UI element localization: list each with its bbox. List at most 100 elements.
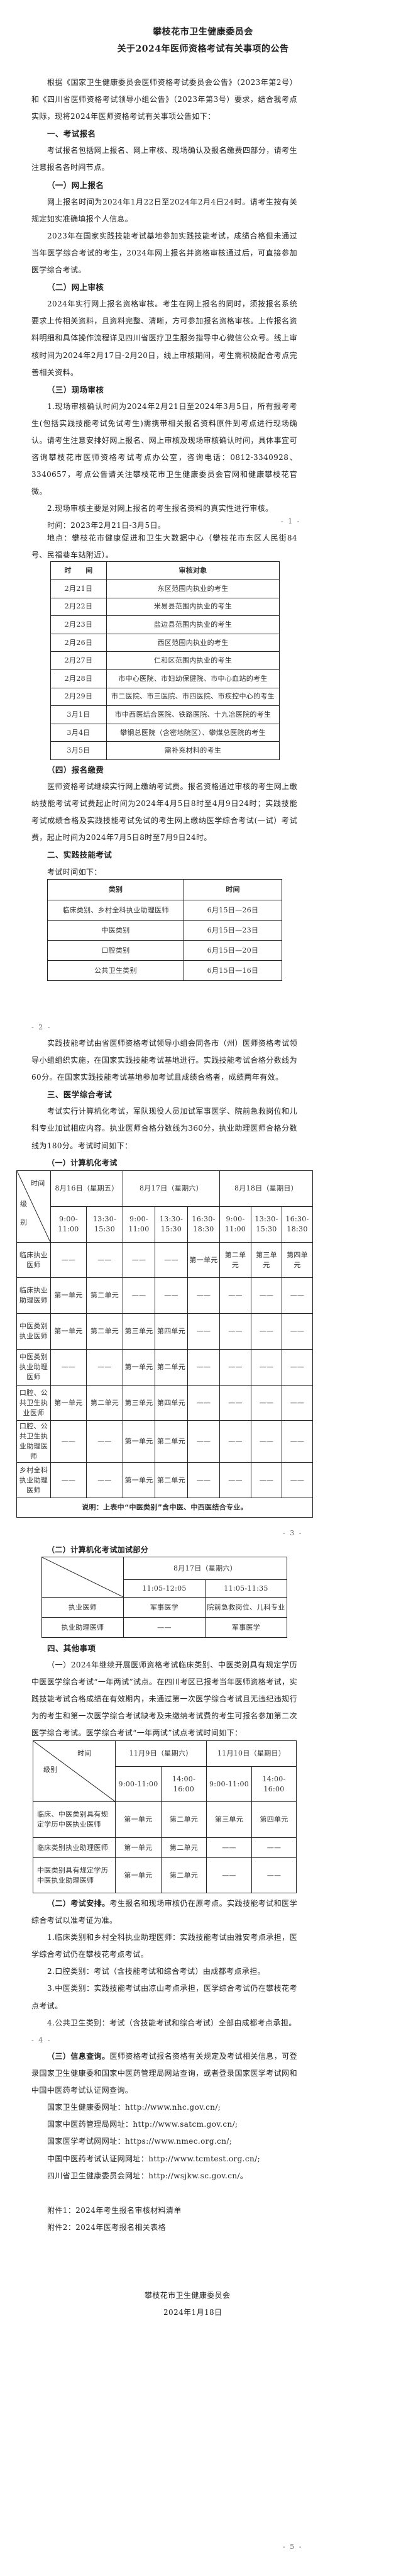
table-cell: 2月21日 — [50, 580, 107, 598]
table-cell: —— — [251, 1313, 283, 1350]
table-cell: —— — [282, 1462, 314, 1498]
time-header: 13:30-15:30 — [86, 1206, 123, 1243]
date-header: 8月16日（星期五） — [50, 1170, 123, 1207]
link-url[interactable]: http://wsjkw.sc.gov.cn/。 — [148, 2171, 248, 2180]
link-label: 中国中医药考试认证网网址： — [47, 2154, 149, 2163]
table-cell: —— — [251, 1420, 283, 1463]
diagonal-line — [33, 1741, 115, 1801]
table-cell: 米易县范围内执业的考生 — [106, 597, 280, 617]
table-row: 中医类别 6月15日—23日 — [47, 920, 282, 941]
table-cell: 第三单元 — [251, 1242, 283, 1278]
link-label: 四川省卫生健康委员会网址： — [47, 2171, 149, 2180]
page-number: - 4 - — [31, 2036, 52, 2044]
table-cell: 6月15日—23日 — [184, 920, 282, 941]
attachment-2: 附件2：2024年医考报名相关表格 — [47, 2223, 166, 2232]
table-cell: —— — [219, 1313, 252, 1350]
table-cell: 第二单元 — [86, 1277, 123, 1314]
link-label: 国家卫生健康委网址： — [47, 2103, 126, 2112]
table-row: 临床执业医师 —— —— —— —— 第一单元 第二单元 第三单元 第四单元 — [16, 1242, 314, 1278]
table-cell: 第一单元 — [50, 1385, 87, 1421]
table-cell: —— — [219, 1349, 252, 1386]
time-header: 14:00-16:00 — [161, 1766, 207, 1802]
table-cell: —— — [86, 1420, 123, 1463]
link-item: 国家卫生健康委网址：http://www.nhc.gov.cn/; — [31, 2099, 297, 2116]
subsection-heading: （三）现场审核 — [47, 384, 104, 395]
signature-org: 攀枝花市卫生健康委员会 — [145, 2291, 231, 2300]
date-header: 8月18日（星期日） — [219, 1170, 314, 1207]
paragraph: 实践技能考试由省医师资格考试领导小组会同各市（州）医师资格考试领导小组组织实施，… — [31, 1039, 297, 1082]
table-row: 口腔、公共卫生执业助理医师 —— —— 第一单元 第二单元 —— —— —— —— — [16, 1420, 314, 1463]
table-cell: 3月5日 — [50, 741, 107, 760]
category-cell: 临床执业医师 — [16, 1242, 51, 1278]
date-header: 8月17日（星期六） — [122, 1170, 221, 1207]
column-header: 时 间 — [50, 561, 107, 580]
category-cell: 中医类别执业医师 — [16, 1313, 51, 1350]
table-cell: 第二单元 — [161, 1837, 207, 1858]
page-number: - 3 - — [283, 1529, 303, 1537]
table-row: 临床类别、乡村全科执业助理医师 6月15日—26日 — [47, 900, 282, 921]
time-header: 16:30-18:30 — [187, 1206, 221, 1243]
table-cell: —— — [187, 1462, 221, 1498]
table-cell: 第四单元 — [251, 1801, 297, 1838]
table-cell: 公共卫生类别 — [47, 960, 184, 981]
section-3-heading: 三、医学综合考试 — [47, 1090, 112, 1100]
table-cell: 市二医院、市三医院、市四医院、市疾控中心的考生 — [106, 687, 280, 707]
table-cell: —— — [282, 1313, 314, 1350]
table-row: 2月29日 市二医院、市三医院、市四医院、市疾控中心的考生 — [50, 687, 280, 707]
table-cell: —— — [50, 1349, 87, 1386]
table-row: 说明：上表中“中医类别”含中医、中西医结合专业。 — [16, 1498, 314, 1518]
attachments: 附件1：2024年考生报名审核材料清单 附件2：2024年医考报名相关表格 — [31, 2202, 297, 2236]
table-cell: 中医类别 — [47, 920, 184, 941]
table-cell: —— — [282, 1385, 314, 1421]
corner-label: 别 — [20, 1218, 28, 1226]
extra-exam-heading: （二）计算机化考试加试部分 — [31, 1542, 297, 1559]
table-cell: —— — [251, 1857, 297, 1893]
table-cell: 3月1日 — [50, 705, 107, 724]
time-header: 13:30-15:30 — [251, 1206, 283, 1243]
table-row: 2月28日 市中心医院、市妇幼保健院、市中心血站的考生 — [50, 669, 280, 688]
date-header: 11月10日（星期日） — [206, 1740, 297, 1767]
column-header: 类别 — [47, 879, 184, 900]
link-url[interactable]: https://www.nmec.org.cn/; — [125, 2137, 233, 2146]
table-cell: 第二单元 — [155, 1420, 188, 1463]
table-row: 乡村全科执业助理医师 —— —— 第一单元 第二单元 —— —— —— —— — [16, 1462, 314, 1498]
table-cell: 第一单元 — [50, 1277, 87, 1314]
link-item: 中国中医药考试认证网网址：http://www.tcmtest.org.cn/; — [31, 2151, 297, 2168]
paragraph: 考试实行计算机化考试，军队现役人员加试军事医学、院前急救岗位和儿科专业加试相应内… — [31, 1107, 297, 1150]
link-url[interactable]: http://www.satcm.gov.cn/; — [133, 2120, 238, 2129]
table-cell: 盐边县范围内执业的考生 — [106, 615, 280, 634]
table-cell: —— — [86, 1242, 123, 1278]
corner-label: 级 — [20, 1200, 28, 1208]
table-cell: 临床类别、乡村全科执业助理医师 — [47, 900, 184, 921]
table-cell: —— — [219, 1420, 252, 1463]
table-cell: —— — [50, 1242, 87, 1278]
link-item: 国家医学考试网网址：https://www.nmec.org.cn/; — [31, 2133, 297, 2150]
table-cell: —— — [123, 1617, 206, 1638]
section-4-heading: 四、其他事项 — [47, 1644, 96, 1653]
table-cell: —— — [187, 1349, 221, 1386]
list-item: 2.口腔类别：考试（含技能考试和综合考试）由成都考点承担。 — [47, 1967, 266, 1976]
link-url[interactable]: http://www.nhc.gov.cn/; — [125, 2103, 221, 2112]
table-cell: 2月22日 — [50, 597, 107, 617]
paragraph: 网上报名时间为2024年1月22日至2024年2月4日24时。请考生按有关规定如… — [31, 197, 297, 223]
table-row: 9:00-11:00 13:30-15:30 9:00-11:00 13:30-15:… — [17, 1206, 314, 1243]
intro-paragraph: 根据《国家卫生健康委员会医师资格考试委员会公告》（2023年第2号）和《四川省医… — [31, 78, 297, 121]
review-schedule-table: 时 间审核对象 2月21日 东区范围内执业的考生 2月22日 米易县范围内执业的考生 2月… — [50, 561, 280, 760]
table-cell: —— — [86, 1462, 123, 1498]
diagonal-header-cell — [41, 1557, 124, 1598]
list-item: 1.临床类别和乡村全科执业助理医师：实践技能考试由雅安考点承担，医学综合考试仍在… — [31, 1933, 297, 1959]
table-cell: 第三单元 — [206, 1801, 252, 1838]
corner-label: 时间 — [77, 1749, 92, 1757]
table-cell: —— — [282, 1420, 314, 1463]
list-item: 3.中医类别：实践技能考试由凉山考点承担，医学综合考试仍在攀枝花考点考试。 — [31, 1984, 297, 2010]
table-cell: —— — [282, 1349, 314, 1386]
table-cell: —— — [123, 1277, 155, 1314]
table-cell: 第四单元 — [155, 1385, 188, 1421]
table-cell: —— — [219, 1277, 252, 1314]
table-cell: 第一单元 — [187, 1242, 221, 1278]
section-fee: （四）报名缴费 医师资格考试继续实行网上缴纳考试费。报名资格通过审核的考生网上缴… — [31, 761, 297, 881]
corner-label: 时间 — [31, 1179, 45, 1187]
subsection-heading: （二）网上审核 — [47, 283, 104, 293]
link-url[interactable]: http://www.tcmtest.org.cn/; — [148, 2154, 261, 2163]
table-cell: 第三单元 — [123, 1385, 155, 1421]
